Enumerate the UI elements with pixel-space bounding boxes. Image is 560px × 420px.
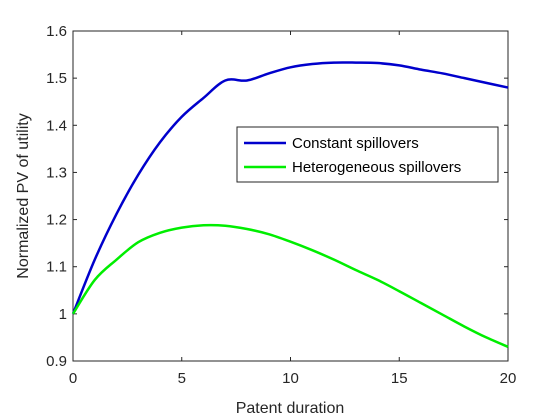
x-tick-label: 10 [282, 370, 299, 387]
tick-marks [72, 30, 509, 362]
x-tick-label: 0 [69, 370, 77, 387]
series-line-heterogeneous-spillovers [71, 223, 509, 349]
legend-label-heterogeneous-spillovers: Heterogeneous spillovers [292, 159, 461, 176]
y-tick-label: 1.2 [46, 212, 67, 229]
plot-area [72, 30, 509, 362]
x-axis-label: Patent duration [236, 400, 345, 417]
y-tick-label: 1 [59, 306, 67, 323]
y-tick-label: 1.6 [46, 23, 67, 40]
y-tick-label: 1.1 [46, 259, 67, 276]
y-tick-label: 1.4 [46, 117, 67, 134]
legend: Constant spillovers Heterogeneous spillo… [236, 126, 499, 183]
y-tick-label: 1.5 [46, 70, 67, 87]
legend-label-constant-spillovers: Constant spillovers [292, 135, 419, 152]
x-tick-label: 5 [178, 370, 186, 387]
series-lines [71, 61, 509, 349]
series-line-constant-spillovers [71, 61, 509, 315]
y-axis-label: Normalized PV of utility [15, 113, 32, 278]
tick-labels: 0 5 10 15 20 0.9 1 1.1 1.2 1.3 1.4 1.5 1.6 [46, 23, 516, 387]
y-tick-label: 1.3 [46, 164, 67, 181]
y-tick-label: 0.9 [46, 353, 67, 370]
x-tick-label: 20 [500, 370, 517, 387]
legend-box [236, 126, 499, 183]
x-tick-label: 15 [391, 370, 408, 387]
